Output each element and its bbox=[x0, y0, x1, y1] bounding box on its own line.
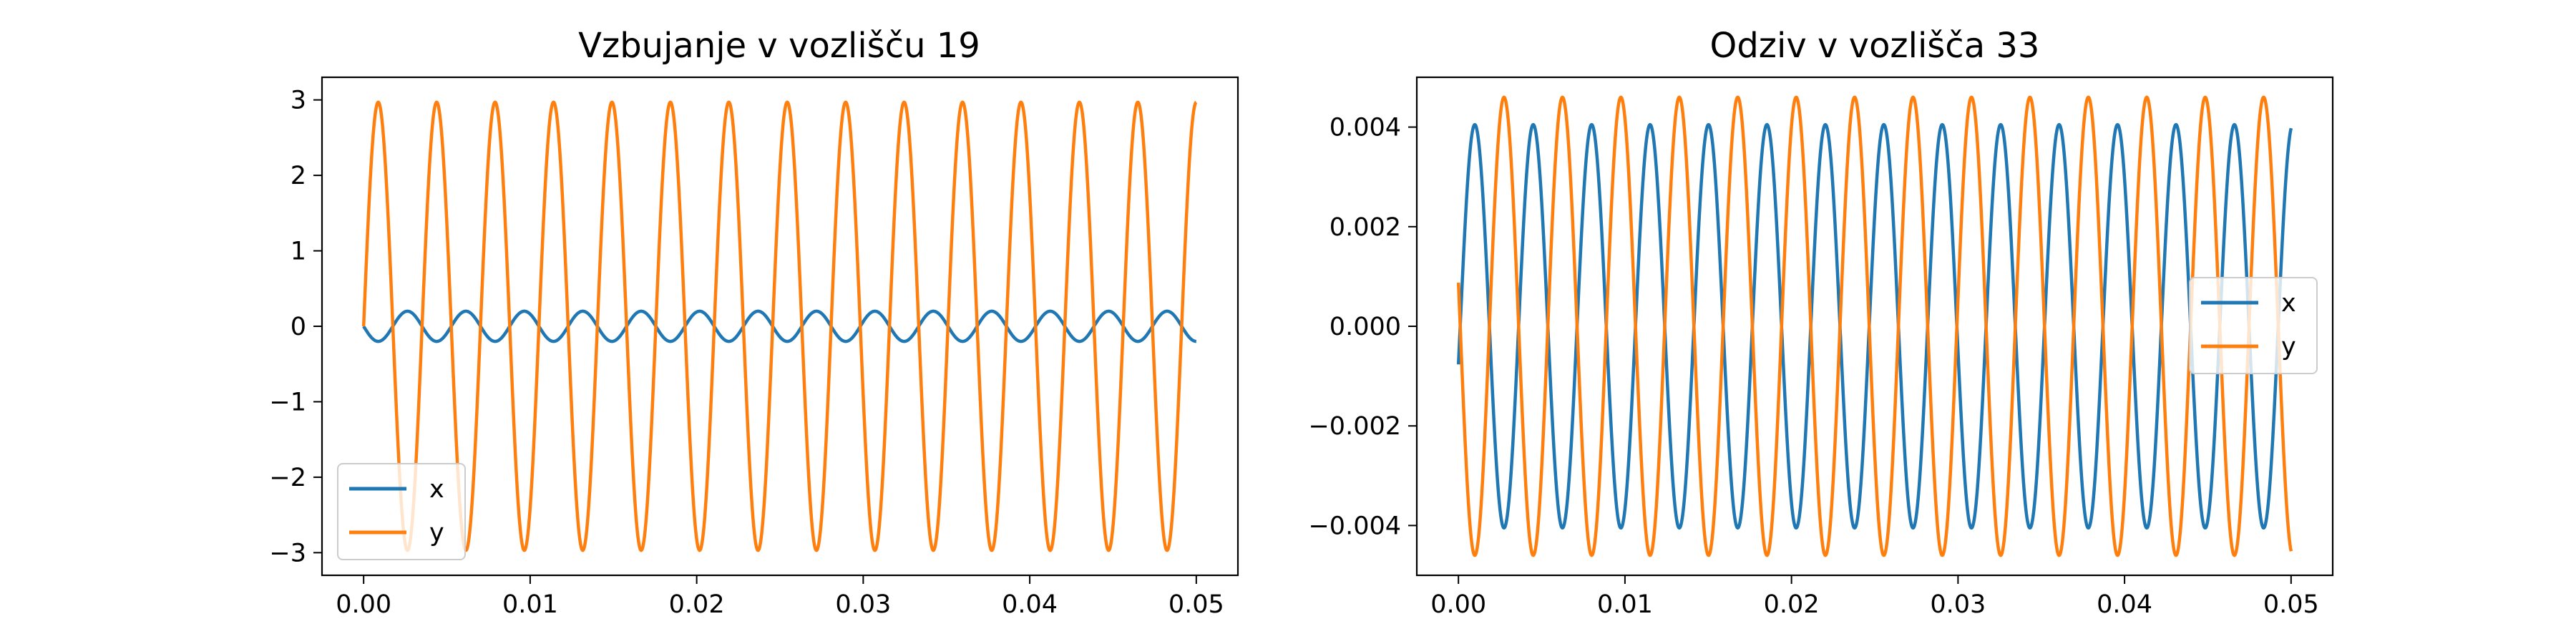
y-tick-label: 0.002 bbox=[1330, 213, 1401, 242]
x-tick-label: 0.01 bbox=[502, 590, 558, 619]
legend-box bbox=[2189, 277, 2318, 374]
y-ticks: −0.004 −0.002 0.000 0.002 0.004 bbox=[1308, 114, 1417, 540]
series-line-y bbox=[1456, 95, 2293, 557]
x-tick-label: 0.03 bbox=[1930, 590, 1986, 619]
y-tick-label: −1 bbox=[269, 388, 306, 416]
chart-title: Vzbujanje v vozlišču 19 bbox=[578, 26, 980, 66]
y-tick-label: 0.000 bbox=[1330, 313, 1401, 341]
x-tick-label: 0.02 bbox=[669, 590, 725, 619]
chart-title: Odziv v vozlišča 33 bbox=[1710, 26, 2040, 66]
x-tick-label: 0.04 bbox=[2097, 590, 2152, 619]
legend: x y bbox=[337, 463, 466, 560]
series-line-y bbox=[361, 100, 1198, 552]
y-tick-label: 1 bbox=[291, 238, 306, 266]
x-ticks: 0.00 0.01 0.02 0.03 0.04 0.05 bbox=[336, 575, 1224, 619]
y-tick-label: 3 bbox=[291, 87, 306, 115]
x-tick-label: 0.00 bbox=[1430, 590, 1486, 619]
subplot-response: Odziv v vozlišča 33 0.00 0.01 0.02 0.03 0.04… bbox=[1308, 26, 2334, 619]
x-tick-label: 0.00 bbox=[336, 590, 391, 619]
y-tick-label: 0.004 bbox=[1330, 114, 1401, 142]
legend: x y bbox=[2189, 277, 2318, 374]
subplot-excitation: Vzbujanje v vozlišču 19 0.00 0.01 0.02 0.03… bbox=[269, 26, 1239, 619]
plot-lines bbox=[361, 100, 1198, 552]
y-tick-label: −3 bbox=[269, 539, 306, 567]
y-tick-label: 0 bbox=[291, 313, 306, 341]
x-tick-label: 0.05 bbox=[2263, 590, 2319, 619]
x-tick-label: 0.05 bbox=[1169, 590, 1224, 619]
legend-label-x: x bbox=[2281, 289, 2296, 318]
y-tick-label: −0.002 bbox=[1308, 412, 1401, 441]
plot-lines bbox=[1456, 95, 2293, 557]
x-tick-label: 0.03 bbox=[835, 590, 891, 619]
x-ticks: 0.00 0.01 0.02 0.03 0.04 0.05 bbox=[1430, 575, 2319, 619]
legend-label-x: x bbox=[429, 475, 444, 504]
series-line-x bbox=[1456, 122, 2293, 530]
series-line-x bbox=[362, 309, 1198, 343]
legend-label-y: y bbox=[2281, 333, 2296, 361]
y-ticks: −3 −2 −1 0 1 2 3 bbox=[269, 87, 322, 567]
y-tick-label: −2 bbox=[269, 464, 306, 492]
legend-label-y: y bbox=[429, 519, 444, 547]
x-tick-label: 0.01 bbox=[1597, 590, 1653, 619]
x-tick-label: 0.02 bbox=[1764, 590, 1820, 619]
y-tick-label: −0.004 bbox=[1308, 512, 1401, 540]
legend-box bbox=[337, 463, 466, 560]
x-tick-label: 0.04 bbox=[1002, 590, 1058, 619]
y-tick-label: 2 bbox=[291, 162, 306, 190]
